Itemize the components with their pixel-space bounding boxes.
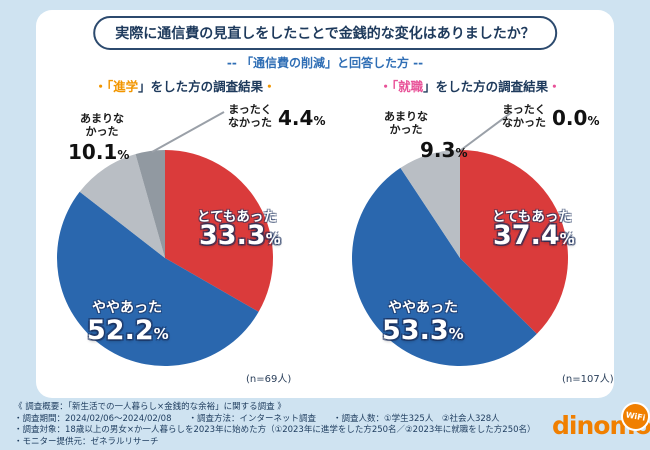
pie-slice-2 — [400, 150, 460, 258]
pie-slice-1 — [56, 191, 259, 367]
slice-value-mattaku-left: 4.4% — [278, 106, 326, 130]
chart-header-shushoku: ・「就職」をした方の調査結果・ — [330, 76, 610, 95]
subtitle: -- 「通信費の削減」と回答した方 -- — [226, 56, 424, 70]
pie-slice-0 — [165, 150, 273, 312]
header-highlight: 進学 — [113, 79, 139, 94]
slice-label-amari-right: あまりなかった — [384, 110, 428, 136]
slice-label-mattaku-left: まったくなかった — [228, 103, 272, 129]
slice-label-totemo-left: とてもあった — [197, 209, 277, 225]
survey-monitor: ・モニター提供元：ゼネラルリサーチ — [14, 436, 159, 447]
brand-logo: dinomo WiFi — [552, 399, 650, 448]
header-dot: ・ — [548, 79, 561, 94]
header-dot: ・ — [263, 79, 276, 94]
sample-size-right: (n=107人) — [562, 374, 614, 385]
slice-value-totemo-left: 33.3% — [199, 220, 281, 251]
survey-target: ・調査対象：18歳以上の男女×か一人暮らしを2023年に始めた方（①2023年に… — [14, 425, 536, 435]
slice-label-mattaku-right: まったくなかった — [502, 103, 546, 129]
slice-value-mattaku-right: 0.0% — [552, 106, 600, 130]
chart-header-shingaku: ・「進学」をした方の調査結果・ — [45, 76, 325, 95]
survey-details: 《 調査概要：「新生活での一人暮らし×金銭的な余裕」に関する調査 》 ・調査期間… — [14, 402, 554, 448]
header-post: 」をした方の調査結果 — [423, 79, 549, 94]
pie-slice-2 — [79, 154, 165, 258]
slice-value-yaya-right: 53.3% — [382, 315, 464, 346]
survey-overview: 《 調査概要：「新生活での一人暮らし×金銭的な余裕」に関する調査 》 — [14, 402, 286, 412]
pie-chart-shingaku — [56, 150, 273, 367]
slice-label-totemo-right: とてもあった — [492, 209, 572, 225]
slice-value-totemo-right: 37.4% — [493, 220, 575, 251]
slice-value-amari-left: 10.1% — [68, 140, 130, 164]
slice-value-amari-right: 9.3% — [420, 138, 468, 162]
header-highlight: 就職 — [398, 79, 424, 94]
header-post: 」をした方の調査結果 — [138, 79, 264, 94]
pie-chart-shushoku — [352, 150, 568, 366]
pie-slice-0 — [460, 150, 568, 334]
slice-label-yaya-right: ややあった — [388, 300, 458, 316]
slice-value-yaya-left: 52.2% — [87, 315, 169, 346]
header-pre: ・「 — [94, 79, 114, 94]
header-pre: ・「 — [379, 79, 399, 94]
survey-period-method: ・調査期間：2024/02/06～2024/02/08 ・調査方法：インターネッ… — [14, 413, 500, 424]
pie-slice-1 — [352, 167, 537, 366]
slice-label-yaya-left: ややあった — [92, 300, 162, 316]
page-title: 実際に通信費の見直しをしたことで金銭的な変化はありましたか？ — [93, 16, 557, 50]
sample-size-left: (n=69人) — [246, 374, 292, 385]
pie-slice-3 — [135, 150, 165, 258]
slice-label-amari-left: あまりなかった — [80, 112, 124, 138]
